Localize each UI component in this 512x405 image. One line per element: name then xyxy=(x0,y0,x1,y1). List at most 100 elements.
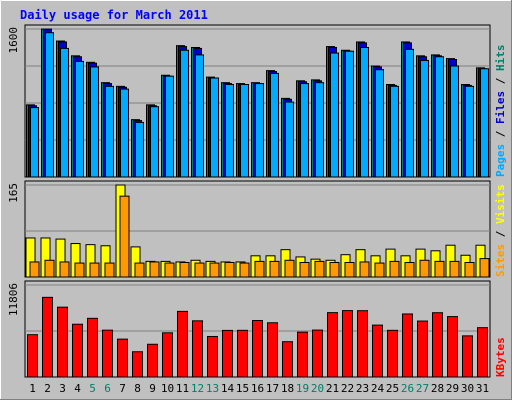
bar-pages-day-4 xyxy=(75,60,84,178)
x-label-day-25: 25 xyxy=(386,382,399,395)
panel-visits: 165 Sites / Visits xyxy=(7,180,507,278)
x-label-day-19: 19 xyxy=(296,382,309,395)
bar-kbytes-day-23 xyxy=(357,310,368,378)
x-label-day-5: 5 xyxy=(89,382,96,395)
bar-sites-day-10 xyxy=(164,262,175,278)
bar-sites-day-23 xyxy=(359,261,370,278)
x-label-day-26: 26 xyxy=(401,382,414,395)
x-label-day-7: 7 xyxy=(119,382,126,395)
bar-pages-day-28 xyxy=(435,56,444,178)
bar-kbytes-day-13 xyxy=(207,335,218,378)
bar-sites-day-30 xyxy=(464,262,475,278)
legend-files: Files xyxy=(494,91,507,124)
bar-kbytes-day-11 xyxy=(177,310,188,378)
bar-kbytes-day-15 xyxy=(237,329,248,378)
x-label-day-8: 8 xyxy=(134,382,141,395)
bar-kbytes-day-17 xyxy=(267,322,278,378)
x-label-day-15: 15 xyxy=(236,382,249,395)
bar-pages-day-23 xyxy=(360,47,369,178)
x-label-day-21: 21 xyxy=(326,382,339,395)
bar-sites-day-8 xyxy=(134,262,145,278)
bar-pages-day-31 xyxy=(480,68,489,178)
bar-kbytes-day-12 xyxy=(192,320,203,378)
x-label-day-18: 18 xyxy=(281,382,294,395)
bar-sites-day-1 xyxy=(29,261,40,278)
panel-visits-max-label: 165 xyxy=(7,183,20,203)
chart-panels: 1600 Pages / Files / Hits 165 Sites / Visit… xyxy=(7,24,507,378)
bar-kbytes-day-27 xyxy=(417,320,428,378)
panel-visits-legend: Sites / Visits xyxy=(494,184,507,277)
bar-kbytes-day-28 xyxy=(432,312,443,378)
bar-sites-day-14 xyxy=(224,262,235,278)
x-label-day-29: 29 xyxy=(446,382,459,395)
bar-sites-day-22 xyxy=(344,262,355,278)
x-label-day-30: 30 xyxy=(461,382,474,395)
bar-sites-day-18 xyxy=(284,259,295,278)
bar-kbytes-day-26 xyxy=(402,313,413,378)
bar-kbytes-day-29 xyxy=(447,316,458,378)
panel-kbytes-max-label: 11806 xyxy=(7,283,20,316)
x-label-day-23: 23 xyxy=(356,382,369,395)
chart-title: Daily usage for March 2011 xyxy=(20,8,208,22)
bar-sites-day-5 xyxy=(89,262,100,278)
panel-kbytes-legend: KBytes xyxy=(494,337,507,377)
bar-kbytes-day-30 xyxy=(462,335,473,378)
x-label-day-6: 6 xyxy=(104,382,111,395)
legend-hits: Hits xyxy=(494,45,507,72)
bar-pages-day-7 xyxy=(120,88,129,178)
x-label-day-9: 9 xyxy=(149,382,156,395)
legend-separator: / xyxy=(494,124,507,144)
bar-pages-day-6 xyxy=(105,85,114,178)
bar-kbytes-day-22 xyxy=(342,310,353,378)
bar-kbytes-day-16 xyxy=(252,320,263,378)
bar-kbytes-day-10 xyxy=(162,332,173,378)
bar-sites-day-9 xyxy=(149,261,160,278)
legend-visits: Visits xyxy=(494,184,507,224)
panel-kbytes: 11806 KBytes xyxy=(7,280,507,378)
bar-kbytes-day-1 xyxy=(27,334,38,378)
bar-sites-day-21 xyxy=(329,262,340,278)
bar-pages-day-19 xyxy=(300,83,309,178)
bar-pages-day-2 xyxy=(45,32,54,178)
bar-sites-day-31 xyxy=(479,258,490,278)
bar-sites-day-20 xyxy=(314,260,325,278)
bar-sites-day-11 xyxy=(179,262,190,278)
bar-kbytes-day-9 xyxy=(147,343,158,378)
bar-pages-day-22 xyxy=(345,50,354,178)
x-label-day-31: 31 xyxy=(476,382,489,395)
legend-pages: Pages xyxy=(494,144,507,177)
bar-sites-day-27 xyxy=(419,259,430,278)
bar-kbytes-day-8 xyxy=(132,351,143,378)
bar-pages-day-1 xyxy=(30,107,39,178)
bar-pages-day-10 xyxy=(165,75,174,178)
x-label-day-1: 1 xyxy=(29,382,36,395)
legend-kbytes: KBytes xyxy=(494,337,507,377)
bar-pages-day-18 xyxy=(285,101,294,178)
bar-kbytes-day-25 xyxy=(387,329,398,378)
x-label-day-20: 20 xyxy=(311,382,324,395)
bar-pages-day-17 xyxy=(270,72,279,178)
bar-kbytes-day-5 xyxy=(87,317,98,378)
bar-pages-day-11 xyxy=(180,49,189,178)
x-label-day-11: 11 xyxy=(176,382,189,395)
x-label-day-12: 12 xyxy=(191,382,204,395)
bar-kbytes-day-20 xyxy=(312,329,323,378)
bar-kbytes-day-2 xyxy=(42,296,53,378)
bar-kbytes-day-18 xyxy=(282,341,293,378)
bar-kbytes-day-31 xyxy=(477,327,488,378)
bar-pages-day-27 xyxy=(420,59,429,178)
bar-sites-day-28 xyxy=(434,260,445,278)
bar-sites-day-12 xyxy=(194,262,205,278)
bar-sites-day-16 xyxy=(254,260,265,278)
bar-sites-day-6 xyxy=(104,262,115,278)
x-label-day-14: 14 xyxy=(221,382,235,395)
bar-kbytes-day-6 xyxy=(102,329,113,378)
bar-pages-day-30 xyxy=(465,85,474,178)
bar-sites-day-25 xyxy=(389,260,400,278)
x-label-day-3: 3 xyxy=(59,382,66,395)
bar-kbytes-day-19 xyxy=(297,331,308,378)
bar-sites-day-24 xyxy=(374,262,385,278)
x-label-day-27: 27 xyxy=(416,382,429,395)
bar-sites-day-15 xyxy=(239,262,250,278)
x-axis-day-labels: 1 2 3 4 5 6 7 8 9 10 11 12 13 14 15 16 17 18 19 20 21 22 23 24 2… xyxy=(29,382,489,395)
